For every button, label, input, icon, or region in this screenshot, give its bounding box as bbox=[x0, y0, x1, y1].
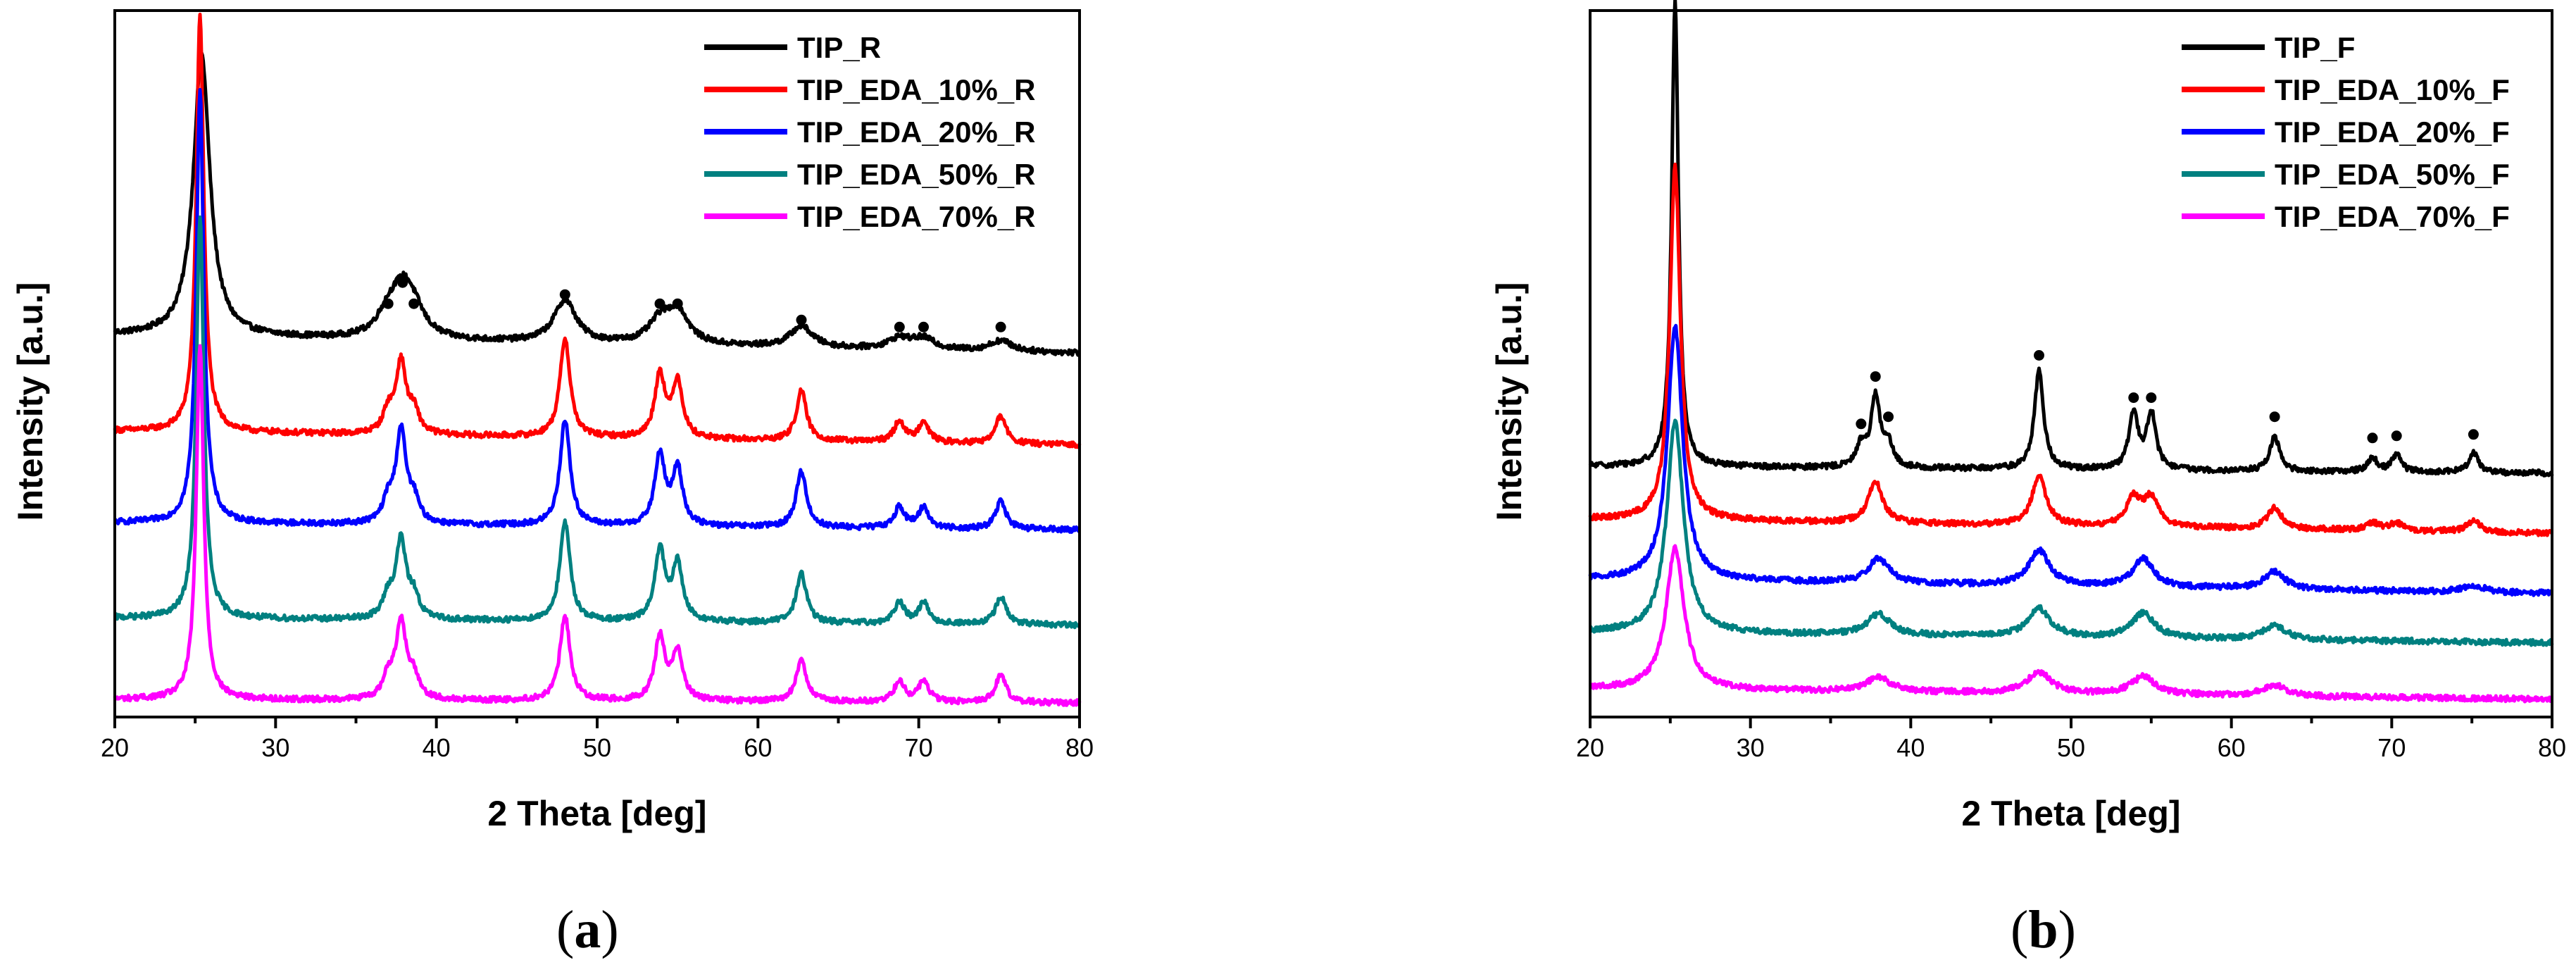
panel-a-y-axis-label: Intensity [a.u.] bbox=[11, 282, 50, 521]
panel-b-y-axis-label: Intensity [a.u.] bbox=[1489, 282, 1529, 521]
panel-b-peak-marker-7 bbox=[2146, 392, 2157, 404]
panel-b-legend-label-2: TIP_EDA_10%_F bbox=[2275, 73, 2510, 106]
panel-a-peak-marker-9 bbox=[894, 321, 905, 332]
panel-a-legend-label-2: TIP_EDA_10%_R bbox=[797, 73, 1035, 106]
panel-b-x-tick-label-20: 20 bbox=[1576, 733, 1604, 762]
panel-a-peak-marker-4 bbox=[408, 298, 420, 309]
panel-a-label-close: ) bbox=[601, 900, 618, 959]
panel-b-x-tick-label-60: 60 bbox=[2218, 733, 2246, 762]
panel-a-x-tick-label-40: 40 bbox=[423, 733, 451, 762]
panel-b-peak-marker-8 bbox=[2269, 411, 2280, 423]
panel-b-series-1-line bbox=[1588, 0, 2554, 478]
panel-a-label: (a) bbox=[556, 900, 619, 959]
panel-a-label-open: ( bbox=[556, 900, 574, 959]
panel-b-peak-marker-9 bbox=[2367, 432, 2378, 444]
panel-a-plot-area: 20 30 40 50 60 70 80 TIP_R TIP_EDA_10%_R TIP_EDA_… bbox=[101, 9, 1094, 762]
panel-b-peak-marker-3 bbox=[1870, 371, 1881, 382]
panel-b-series-3-line bbox=[1588, 323, 2553, 597]
panel-a-label-letter: a bbox=[574, 900, 601, 959]
panel-a-series-5-line bbox=[113, 344, 1082, 707]
panel-b-peak-marker-11 bbox=[2468, 429, 2479, 440]
panel-a-peak-marker-8 bbox=[796, 314, 807, 325]
panel-b-series-5-line bbox=[1588, 544, 2553, 704]
panel-b-legend-label-3: TIP_EDA_20%_F bbox=[2275, 116, 2510, 149]
panel-b-label: (b) bbox=[2011, 900, 2076, 959]
panel-b-label-letter: b bbox=[2028, 900, 2058, 959]
panel-a-x-axis-label: 2 Theta [deg] bbox=[487, 794, 706, 833]
panel-b-x-tick-label-30: 30 bbox=[1737, 733, 1765, 762]
panel-b-chart: 20 30 40 50 60 70 80 TIP_F TIP_EDA_10%_F TIP_EDA_… bbox=[1489, 0, 2566, 959]
panel-a-peak-marker-5 bbox=[559, 289, 570, 300]
panel-a-legend-label-5: TIP_EDA_70%_R bbox=[797, 200, 1035, 233]
panel-a-series-4-line bbox=[113, 215, 1081, 630]
panel-a-x-tick-label-60: 60 bbox=[744, 733, 772, 762]
panel-a-series-1-line bbox=[113, 51, 1081, 357]
panel-b-legend-label-4: TIP_EDA_50%_F bbox=[2275, 158, 2510, 191]
panel-b-x-tick-label-40: 40 bbox=[1896, 733, 1925, 762]
panel-b-peak-marker-10 bbox=[2391, 430, 2402, 442]
panel-a-legend-label-1: TIP_R bbox=[797, 31, 881, 64]
panel-b-x-tick-label-50: 50 bbox=[2057, 733, 2085, 762]
panel-a-peak-marker-2 bbox=[382, 298, 394, 309]
panel-a-x-tick-label-20: 20 bbox=[101, 733, 129, 762]
panel-a-peak-marker-7 bbox=[672, 298, 683, 309]
panel-b-x-tick-label-70: 70 bbox=[2377, 733, 2406, 762]
panel-b-peak-marker-4 bbox=[1883, 411, 1894, 423]
panel-b-peak-marker-2 bbox=[1856, 418, 1867, 430]
panel-a-series-3-line bbox=[113, 87, 1082, 534]
panel-a-series-2-line bbox=[113, 13, 1082, 449]
panel-a-peak-marker-6 bbox=[654, 298, 665, 309]
panel-a-legend-label-3: TIP_EDA_20%_R bbox=[797, 116, 1035, 149]
panel-a-peak-marker-3 bbox=[397, 277, 408, 288]
panel-b-legend-label-5: TIP_EDA_70%_F bbox=[2275, 200, 2510, 233]
panel-a-peak-marker-10 bbox=[918, 321, 929, 332]
panel-b-x-axis-label: 2 Theta [deg] bbox=[1961, 794, 2180, 833]
panel-b-plot-area: 20 30 40 50 60 70 80 TIP_F TIP_EDA_10%_F TIP_EDA_… bbox=[1576, 0, 2566, 762]
panel-b-legend-label-1: TIP_F bbox=[2275, 31, 2355, 64]
panel-a-x-tick-label-50: 50 bbox=[583, 733, 611, 762]
panel-b-peak-marker-6 bbox=[2128, 392, 2139, 404]
panel-a-x-tick-label-30: 30 bbox=[261, 733, 289, 762]
panel-b-label-close: ) bbox=[2058, 900, 2076, 959]
panel-b-x-tick-label-80: 80 bbox=[2538, 733, 2566, 762]
panel-a-chart: 20 30 40 50 60 70 80 TIP_R TIP_EDA_10%_R TIP_EDA_… bbox=[11, 9, 1094, 959]
panel-a-x-tick-label-80: 80 bbox=[1065, 733, 1094, 762]
panel-a-peak-marker-11 bbox=[995, 321, 1006, 332]
panel-b-label-open: ( bbox=[2011, 900, 2028, 959]
panel-b-series-4-line bbox=[1589, 418, 2554, 647]
panel-a-x-tick-label-70: 70 bbox=[905, 733, 933, 762]
panel-a-legend-label-4: TIP_EDA_50%_R bbox=[797, 158, 1035, 191]
panel-b-peak-marker-5 bbox=[2034, 350, 2044, 361]
panel-b-series-2-line bbox=[1588, 162, 2554, 537]
